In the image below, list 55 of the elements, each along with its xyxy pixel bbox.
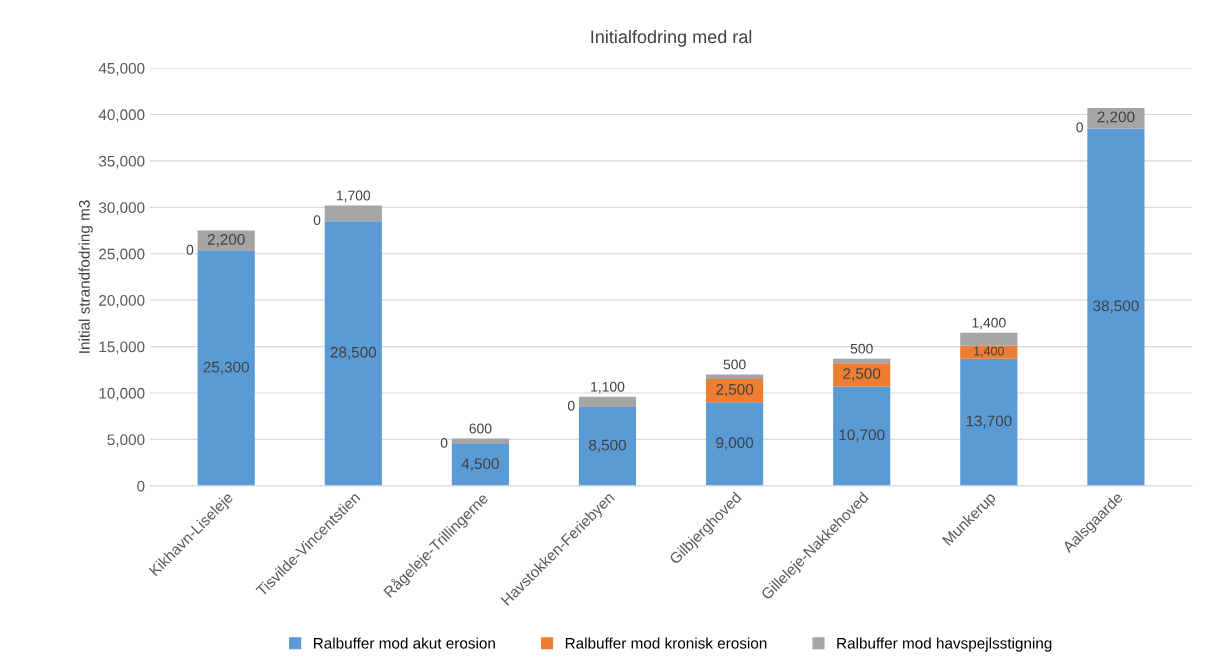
legend-label: Ralbuffer mod akut erosion (313, 637, 495, 649)
data-label: 0 (440, 437, 448, 448)
data-label: 2,500 (843, 368, 881, 381)
data-label: 13,700 (966, 415, 1012, 429)
legend-label: Ralbuffer mod kronisk erosion (565, 637, 767, 649)
data-label: 8,500 (589, 439, 627, 453)
bar (324, 205, 382, 222)
bar (960, 345, 1018, 359)
data-label: 1,100 (591, 381, 625, 394)
y-tick-label: 5,000 (107, 434, 145, 447)
y-tick-label: 30,000 (98, 202, 145, 215)
bar (833, 363, 891, 387)
data-label: 28,500 (330, 346, 377, 360)
data-label: 500 (850, 343, 873, 354)
data-label: 2,500 (716, 383, 754, 397)
data-label: 0 (1076, 122, 1083, 133)
y-tick-label: 40,000 (98, 109, 145, 122)
bar (960, 332, 1018, 346)
y-tick-label: 25,000 (99, 248, 145, 262)
data-label: 1,400 (972, 317, 1006, 330)
data-label: 38,500 (1093, 300, 1139, 314)
data-label: 4,500 (461, 458, 499, 471)
data-label: 10,700 (839, 429, 885, 443)
chart-title: Initialfodring med ral (591, 30, 752, 47)
bar (833, 386, 891, 486)
data-label: 25,300 (203, 361, 249, 375)
y-tick-label: 0 (137, 480, 145, 492)
data-label: 600 (469, 423, 492, 434)
data-label: 2,200 (207, 234, 245, 247)
data-label: 0 (567, 400, 575, 411)
bar (197, 250, 255, 486)
data-label: 0 (186, 244, 194, 255)
bar (706, 402, 764, 486)
legend-label: Ralbuffer mod havspejlsstigning (837, 637, 1052, 652)
bar (960, 358, 1018, 486)
y-tick-label: 20,000 (99, 295, 145, 308)
data-label: 0 (313, 215, 321, 225)
data-label: 2,200 (1097, 111, 1135, 125)
y-tick-label: 45,000 (98, 62, 145, 76)
y-tick-label: 15,000 (99, 341, 145, 355)
data-label: 9,000 (716, 437, 754, 450)
bar (578, 406, 637, 486)
bar (578, 396, 637, 407)
bar (706, 374, 764, 380)
bar (324, 221, 382, 486)
data-label: 1,700 (336, 190, 371, 203)
y-tick-label: 10,000 (99, 387, 145, 401)
bar (451, 444, 509, 486)
y-axis-title: Initial strandfodring m3 (78, 200, 93, 353)
data-label: 1,400 (974, 346, 1004, 357)
y-tick-label: 35,000 (98, 155, 145, 169)
data-label: 500 (723, 359, 746, 370)
bar (451, 438, 509, 445)
bar (1087, 108, 1145, 129)
bar (1087, 128, 1145, 486)
